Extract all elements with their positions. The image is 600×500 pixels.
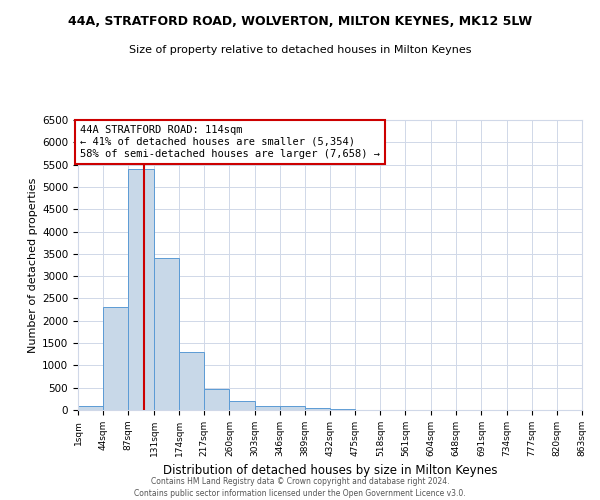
Text: Size of property relative to detached houses in Milton Keynes: Size of property relative to detached ho… xyxy=(129,45,471,55)
Y-axis label: Number of detached properties: Number of detached properties xyxy=(28,178,38,352)
Bar xyxy=(254,406,280,410)
Bar xyxy=(204,388,229,410)
Text: 44A STRATFORD ROAD: 114sqm
← 41% of detached houses are smaller (5,354)
58% of s: 44A STRATFORD ROAD: 114sqm ← 41% of deta… xyxy=(80,126,380,158)
Bar xyxy=(280,406,305,410)
Text: 44A, STRATFORD ROAD, WOLVERTON, MILTON KEYNES, MK12 5LW: 44A, STRATFORD ROAD, WOLVERTON, MILTON K… xyxy=(68,15,532,28)
Bar xyxy=(78,406,103,410)
Bar xyxy=(154,258,179,410)
Text: Contains HM Land Registry data © Crown copyright and database right 2024.
Contai: Contains HM Land Registry data © Crown c… xyxy=(134,476,466,498)
Bar xyxy=(330,408,355,410)
Bar xyxy=(103,308,128,410)
X-axis label: Distribution of detached houses by size in Milton Keynes: Distribution of detached houses by size … xyxy=(163,464,497,477)
Bar xyxy=(305,408,330,410)
Bar xyxy=(179,352,204,410)
Bar xyxy=(229,401,254,410)
Bar xyxy=(128,169,154,410)
